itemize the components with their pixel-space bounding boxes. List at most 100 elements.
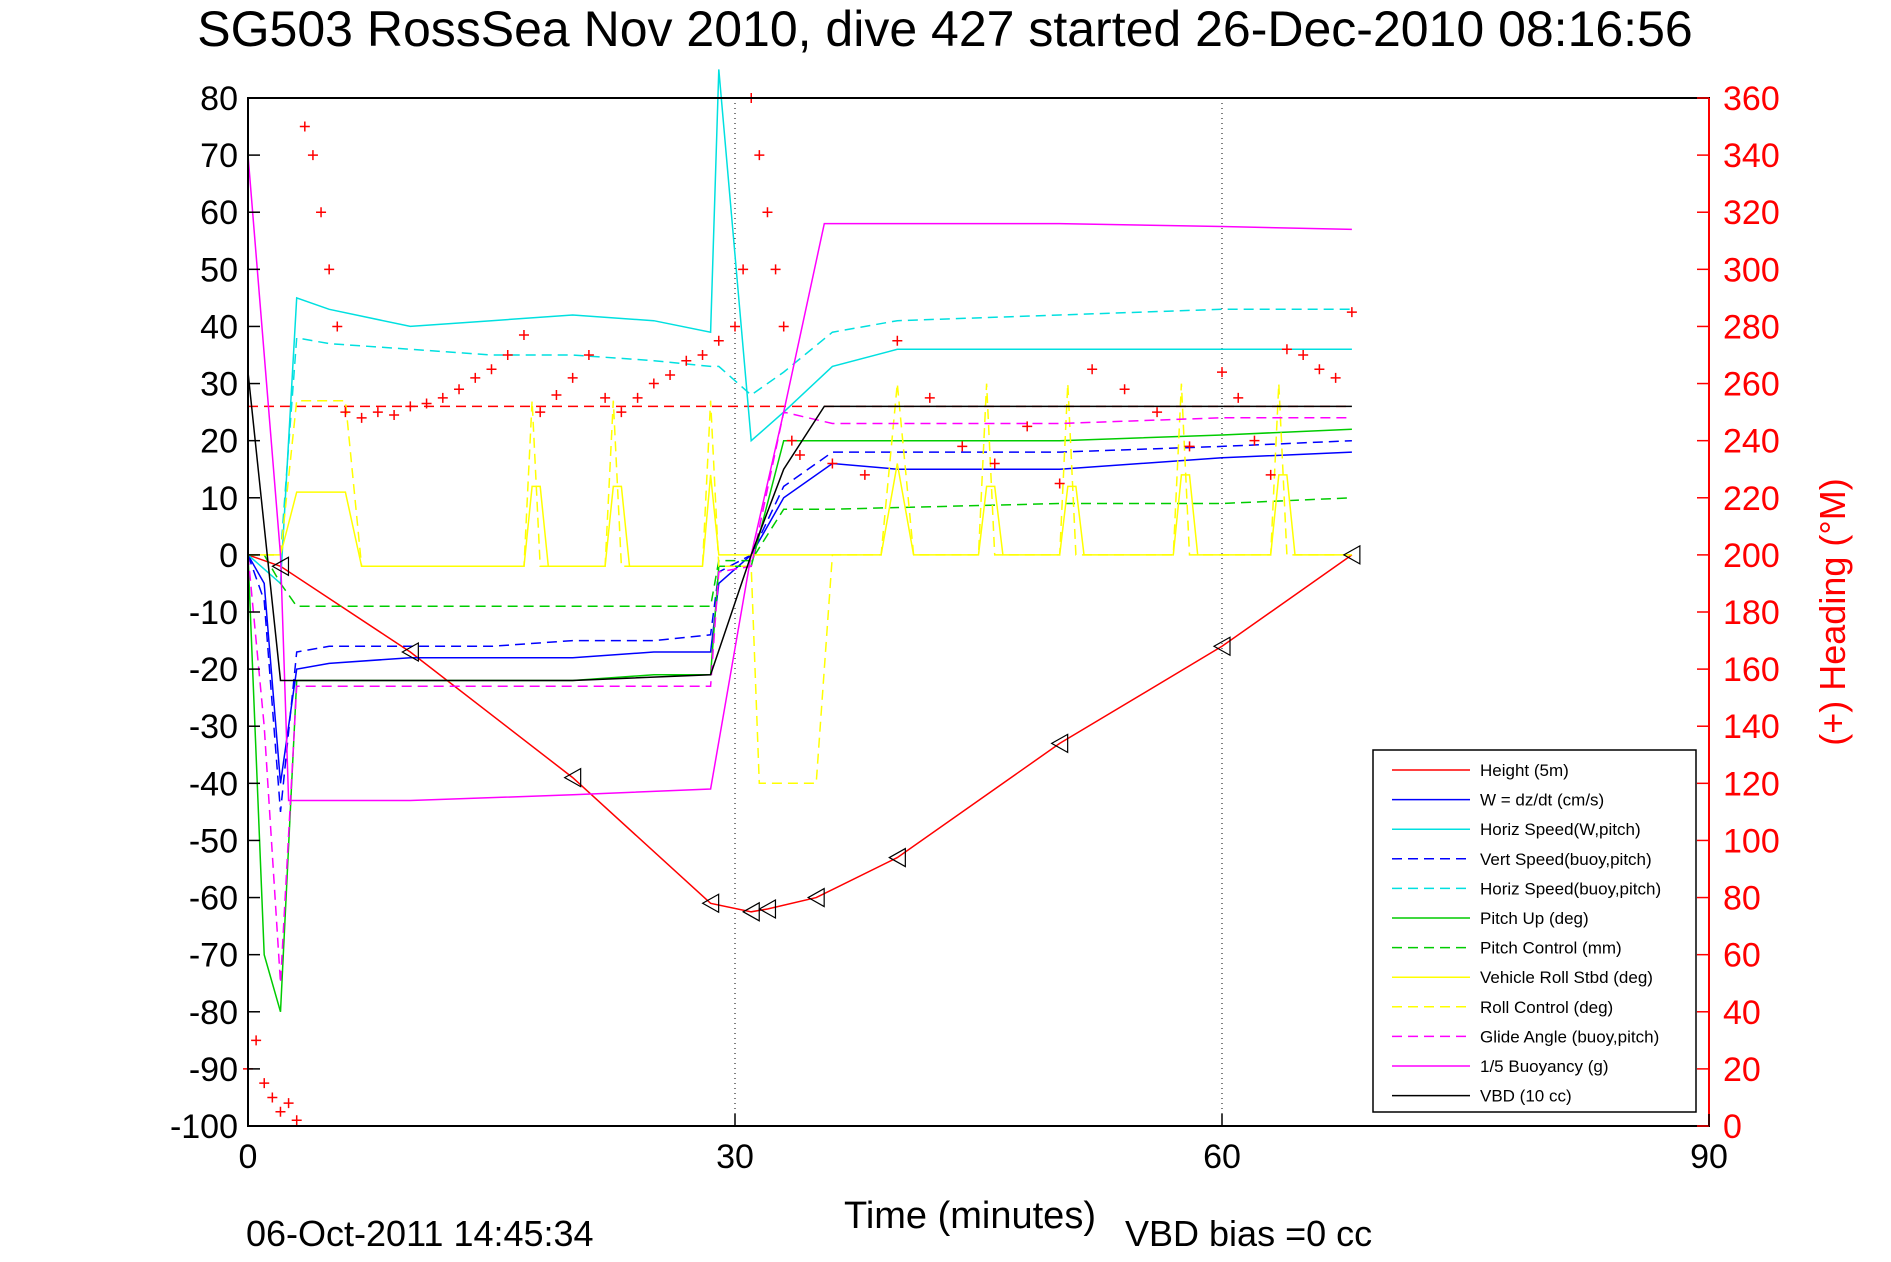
legend-label-6: Pitch Control (mm) bbox=[1480, 939, 1622, 958]
heading-point-56 bbox=[1184, 441, 1195, 452]
heading-point-9 bbox=[316, 207, 327, 218]
x-tick-label-1: 30 bbox=[716, 1138, 754, 1176]
heading-point-61 bbox=[1281, 344, 1292, 355]
y2-tick-label-7: 220 bbox=[1723, 480, 1780, 518]
height-marker-11 bbox=[1342, 544, 1361, 565]
heading-point-20 bbox=[470, 372, 481, 383]
legend: Height (5m) W = dz/dt (cm/s) Horiz Speed(W… bbox=[1372, 749, 1697, 1113]
vbd-bias-footer: VBD bias =0 cc bbox=[1125, 1213, 1372, 1254]
height-marker-3 bbox=[563, 767, 582, 788]
heading-point-19 bbox=[454, 384, 465, 395]
y2-tick-label-12: 120 bbox=[1723, 765, 1780, 803]
x-axis-label: Time (minutes) bbox=[844, 1195, 1096, 1237]
heading-point-5 bbox=[283, 1098, 294, 1109]
heading-point-2 bbox=[259, 1078, 270, 1089]
series-line-0 bbox=[247, 554, 1353, 913]
legend-label-8: Roll Control (deg) bbox=[1480, 998, 1613, 1017]
heading-point-37 bbox=[738, 264, 749, 275]
heading-point-11 bbox=[332, 321, 343, 332]
y-tick-label-5: 30 bbox=[200, 366, 238, 404]
y-tick-label-10: -20 bbox=[189, 651, 238, 689]
heading-point-47 bbox=[892, 335, 903, 346]
y2-tick-label-0: 360 bbox=[1723, 80, 1780, 118]
height-marker-8 bbox=[888, 847, 906, 868]
heading-point-8 bbox=[307, 150, 318, 161]
height-marker-7 bbox=[806, 887, 825, 908]
y-tick-label-7: 10 bbox=[200, 480, 238, 518]
height-marker-1 bbox=[271, 556, 290, 577]
heading-point-27 bbox=[583, 350, 594, 360]
legend-label-5: Pitch Up (deg) bbox=[1480, 909, 1589, 928]
y2-tick-label-8: 200 bbox=[1723, 537, 1780, 575]
y-tick-label-1: 70 bbox=[200, 137, 238, 175]
heading-point-63 bbox=[1314, 364, 1325, 375]
y2-tick-label-16: 40 bbox=[1723, 994, 1761, 1032]
heading-point-10 bbox=[324, 264, 335, 275]
heading-point-31 bbox=[648, 378, 659, 389]
y-tick-label-3: 50 bbox=[200, 251, 238, 289]
heading-point-23 bbox=[518, 330, 529, 341]
height-marker-2 bbox=[401, 641, 419, 663]
heading-point-46 bbox=[859, 469, 870, 480]
y-tick-label-11: -30 bbox=[189, 708, 238, 746]
right-axis-label: (+) Heading (°M) bbox=[1812, 478, 1853, 745]
y-tick-label-4: 40 bbox=[200, 308, 238, 346]
heading-point-40 bbox=[762, 207, 773, 218]
y2-tick-label-9: 180 bbox=[1723, 594, 1780, 632]
height-marker-4 bbox=[701, 893, 720, 914]
heading-point-15 bbox=[389, 409, 400, 420]
heading-point-7 bbox=[299, 121, 310, 132]
heading-point-14 bbox=[372, 407, 383, 418]
heading-point-33 bbox=[681, 355, 692, 366]
series-line-4 bbox=[248, 308, 1352, 556]
heading-point-52 bbox=[1054, 478, 1065, 489]
heading-point-41 bbox=[770, 264, 781, 275]
y2-tick-label-18: 0 bbox=[1723, 1108, 1742, 1146]
heading-point-64 bbox=[1330, 372, 1341, 383]
heading-point-35 bbox=[713, 335, 724, 346]
y-tick-label-15: -70 bbox=[189, 937, 238, 975]
y2-tick-label-2: 320 bbox=[1723, 194, 1780, 232]
heading-point-4 bbox=[275, 1106, 286, 1117]
y-tick-label-0: 80 bbox=[200, 80, 238, 118]
heading-point-21 bbox=[486, 364, 497, 375]
y2-tick-label-13: 100 bbox=[1723, 822, 1780, 860]
heading-point-30 bbox=[632, 392, 643, 403]
y2-tick-label-11: 140 bbox=[1723, 708, 1780, 746]
legend-label-9: Glide Angle (buoy,pitch) bbox=[1480, 1027, 1659, 1046]
y2-tick-label-4: 280 bbox=[1723, 308, 1780, 346]
heading-point-28 bbox=[600, 392, 611, 403]
x-axis-ticks: 0 30 60 90 bbox=[239, 1114, 1728, 1176]
legend-label-10: 1/5 Buoyancy (g) bbox=[1480, 1057, 1609, 1076]
heading-point-58 bbox=[1233, 392, 1244, 403]
heading-point-51 bbox=[1022, 421, 1033, 432]
heading-point-42 bbox=[778, 321, 789, 332]
right-axis-ticks: 3603403203002802602402202001801601401201… bbox=[1697, 80, 1780, 1146]
legend-label-7: Vehicle Roll Stbd (deg) bbox=[1480, 968, 1653, 987]
heading-point-45 bbox=[827, 458, 838, 469]
heading-point-26 bbox=[567, 372, 578, 383]
y2-tick-label-6: 240 bbox=[1723, 423, 1780, 461]
heading-point-55 bbox=[1152, 407, 1163, 418]
heading-point-65 bbox=[1346, 307, 1357, 318]
grid bbox=[734, 98, 1223, 1126]
y-tick-label-17: -90 bbox=[189, 1051, 238, 1089]
heading-point-22 bbox=[502, 350, 513, 360]
heading-point-1 bbox=[251, 1035, 262, 1046]
y-tick-label-6: 20 bbox=[200, 423, 238, 461]
heading-point-13 bbox=[356, 412, 367, 423]
series-line-8 bbox=[248, 383, 1352, 785]
series-line-5 bbox=[247, 428, 1352, 1013]
heading-point-49 bbox=[957, 441, 968, 452]
legend-label-1: W = dz/dt (cm/s) bbox=[1480, 791, 1604, 810]
y-tick-label-18: -100 bbox=[170, 1108, 238, 1146]
y-tick-label-16: -80 bbox=[189, 994, 238, 1032]
heading-point-16 bbox=[405, 401, 416, 412]
chart-title: SG503 RossSea Nov 2010, dive 427 started… bbox=[197, 1, 1692, 57]
series-line-3 bbox=[247, 439, 1352, 812]
y2-tick-label-15: 60 bbox=[1723, 937, 1761, 975]
legend-label-11: VBD (10 cc) bbox=[1480, 1087, 1572, 1106]
y2-tick-label-17: 20 bbox=[1723, 1051, 1761, 1089]
heading-point-44 bbox=[794, 449, 805, 460]
